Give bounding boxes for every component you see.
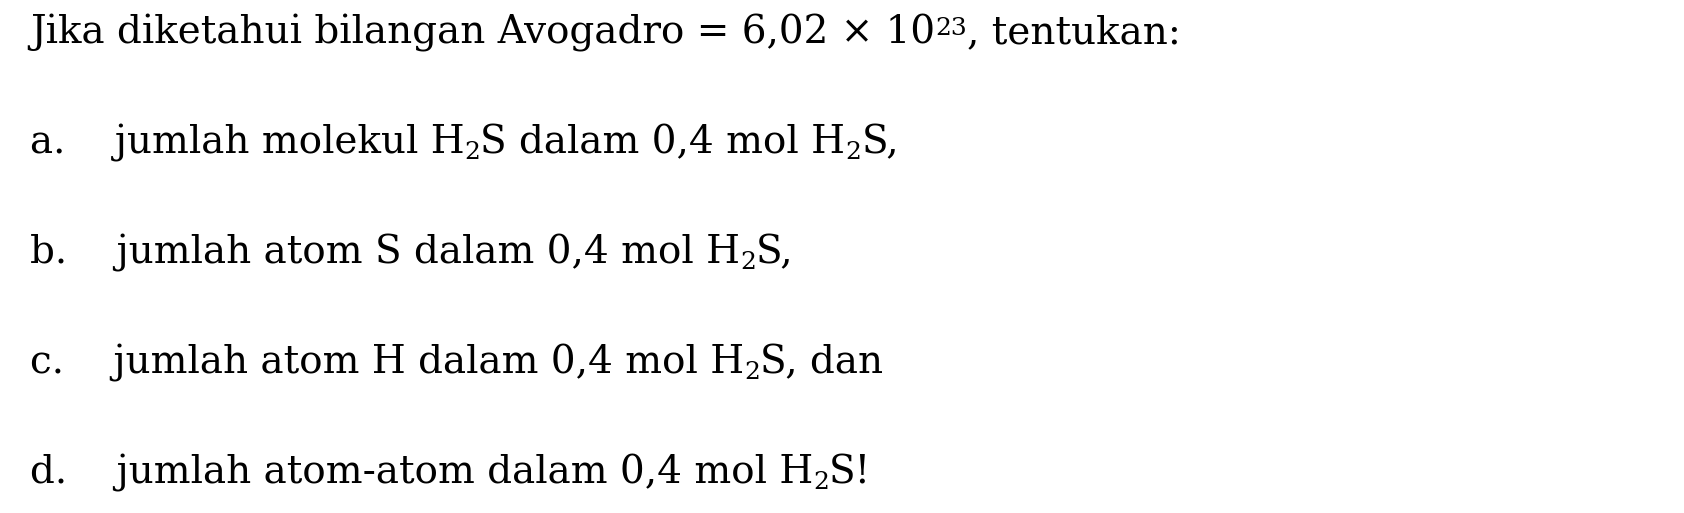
Text: 2: 2 (813, 471, 829, 494)
Text: 23: 23 (935, 17, 967, 40)
Text: Jika diketahui bilangan Avogadro = 6,02 × 10: Jika diketahui bilangan Avogadro = 6,02 … (30, 13, 935, 51)
Text: 2: 2 (465, 141, 480, 164)
Text: S, dan: S, dan (759, 344, 882, 381)
Text: c.    jumlah atom H dalam 0,4 mol H: c. jumlah atom H dalam 0,4 mol H (30, 344, 744, 382)
Text: S!: S! (829, 454, 871, 491)
Text: S dalam 0,4 mol H: S dalam 0,4 mol H (480, 124, 845, 161)
Text: S,: S, (756, 234, 793, 271)
Text: 2: 2 (845, 141, 862, 164)
Text: a.    jumlah molekul H: a. jumlah molekul H (30, 124, 465, 162)
Text: b.    jumlah atom S dalam 0,4 mol H: b. jumlah atom S dalam 0,4 mol H (30, 233, 739, 271)
Text: d.    jumlah atom-atom dalam 0,4 mol H: d. jumlah atom-atom dalam 0,4 mol H (30, 453, 813, 491)
Text: S,: S, (862, 124, 899, 161)
Text: 2: 2 (739, 251, 756, 274)
Text: 2: 2 (744, 361, 759, 384)
Text: , tentukan:: , tentukan: (967, 14, 1180, 51)
